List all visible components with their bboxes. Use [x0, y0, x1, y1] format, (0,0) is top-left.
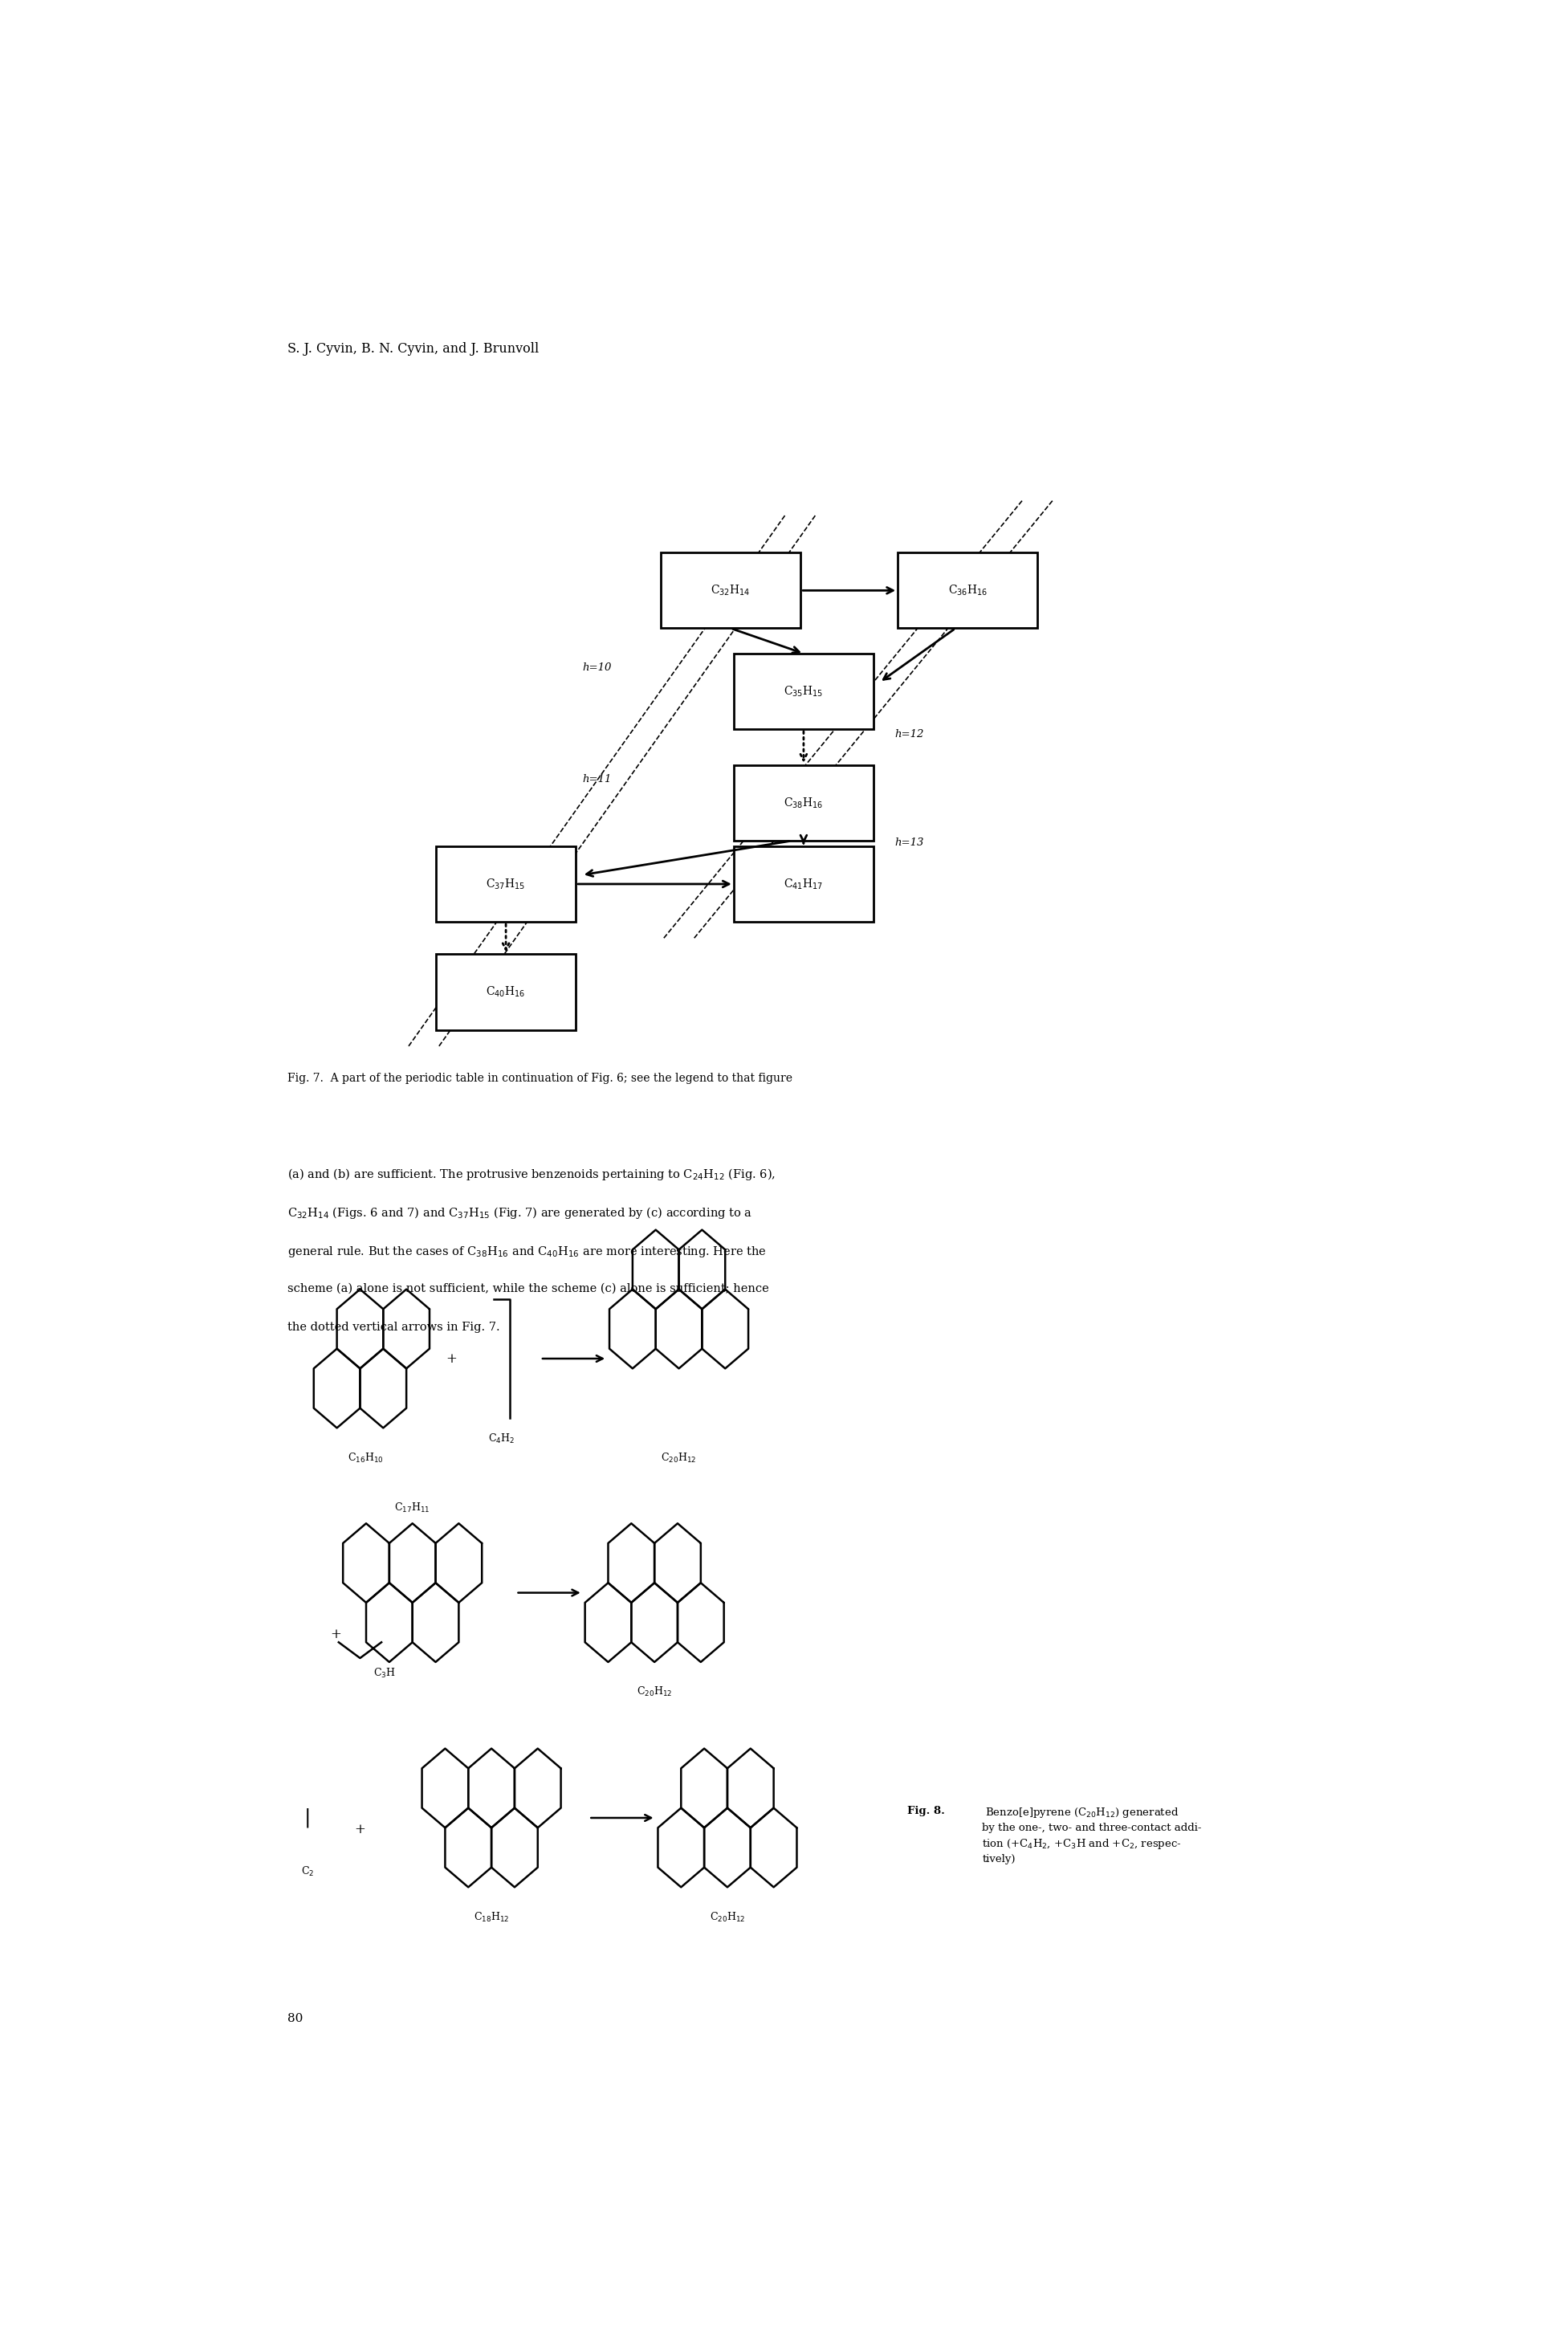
Text: Fig. 7.  A part of the periodic table in continuation of Fig. 6; see the legend : Fig. 7. A part of the periodic table in …: [287, 1074, 792, 1085]
Text: Benzo[e]pyrene (C$_{20}$H$_{12}$) generated
by the one-, two- and three-contact : Benzo[e]pyrene (C$_{20}$H$_{12}$) genera…: [982, 1806, 1201, 1864]
Text: general rule. But the cases of C$_{38}$H$_{16}$ and C$_{40}$H$_{16}$ are more in: general rule. But the cases of C$_{38}$H…: [287, 1244, 767, 1258]
Text: C$_{16}$H$_{10}$: C$_{16}$H$_{10}$: [348, 1450, 384, 1464]
Text: C$_{18}$H$_{12}$: C$_{18}$H$_{12}$: [474, 1911, 510, 1923]
Text: C$_{40}$H$_{16}$: C$_{40}$H$_{16}$: [486, 985, 525, 999]
Bar: [734, 847, 873, 922]
Text: C$_{20}$H$_{12}$: C$_{20}$H$_{12}$: [710, 1911, 745, 1923]
Text: C$_{37}$H$_{15}$: C$_{37}$H$_{15}$: [486, 877, 525, 891]
Text: +: +: [445, 1352, 456, 1366]
Bar: [734, 765, 873, 840]
Text: C$_{32}$H$_{14}$ (Figs. 6 and 7) and C$_{37}$H$_{15}$ (Fig. 7) are generated by : C$_{32}$H$_{14}$ (Figs. 6 and 7) and C$_…: [287, 1205, 753, 1221]
Text: h=13: h=13: [895, 837, 924, 847]
Bar: [898, 552, 1038, 629]
Text: C$_{32}$H$_{14}$: C$_{32}$H$_{14}$: [710, 582, 751, 596]
Text: C$_{41}$H$_{17}$: C$_{41}$H$_{17}$: [784, 877, 823, 891]
Text: C$_4$H$_2$: C$_4$H$_2$: [488, 1431, 514, 1446]
Text: C$_{17}$H$_{11}$: C$_{17}$H$_{11}$: [395, 1502, 430, 1513]
Text: h=10: h=10: [582, 662, 612, 674]
Text: C$_{36}$H$_{16}$: C$_{36}$H$_{16}$: [947, 582, 988, 596]
Text: +: +: [354, 1822, 365, 1836]
Text: h=12: h=12: [895, 730, 924, 739]
Text: C$_3$H: C$_3$H: [373, 1668, 395, 1679]
Text: C$_{20}$H$_{12}$: C$_{20}$H$_{12}$: [637, 1686, 673, 1698]
Text: 80: 80: [287, 2014, 303, 2023]
Text: +: +: [331, 1628, 342, 1642]
Text: S. J. Cyvin, B. N. Cyvin, and J. Brunvoll: S. J. Cyvin, B. N. Cyvin, and J. Brunvol…: [287, 341, 539, 356]
Text: |: |: [304, 1808, 310, 1827]
Text: C$_{20}$H$_{12}$: C$_{20}$H$_{12}$: [662, 1450, 696, 1464]
Bar: [436, 954, 575, 1029]
Text: scheme (a) alone is not sufficient, while the scheme (c) alone is sufficient; he: scheme (a) alone is not sufficient, whil…: [287, 1284, 768, 1293]
Bar: [734, 653, 873, 730]
Bar: [436, 847, 575, 922]
Bar: [660, 552, 801, 629]
Text: C$_{38}$H$_{16}$: C$_{38}$H$_{16}$: [784, 795, 823, 809]
Text: h=11: h=11: [582, 774, 612, 786]
Text: (a) and (b) are sufficient. The protrusive benzenoids pertaining to C$_{24}$H$_{: (a) and (b) are sufficient. The protrusi…: [287, 1167, 776, 1181]
Text: C$_2$: C$_2$: [301, 1867, 314, 1878]
Text: the dotted vertical arrows in Fig. 7.: the dotted vertical arrows in Fig. 7.: [287, 1322, 500, 1333]
Text: C$_{35}$H$_{15}$: C$_{35}$H$_{15}$: [784, 685, 823, 699]
Text: Fig. 8.: Fig. 8.: [906, 1806, 944, 1817]
